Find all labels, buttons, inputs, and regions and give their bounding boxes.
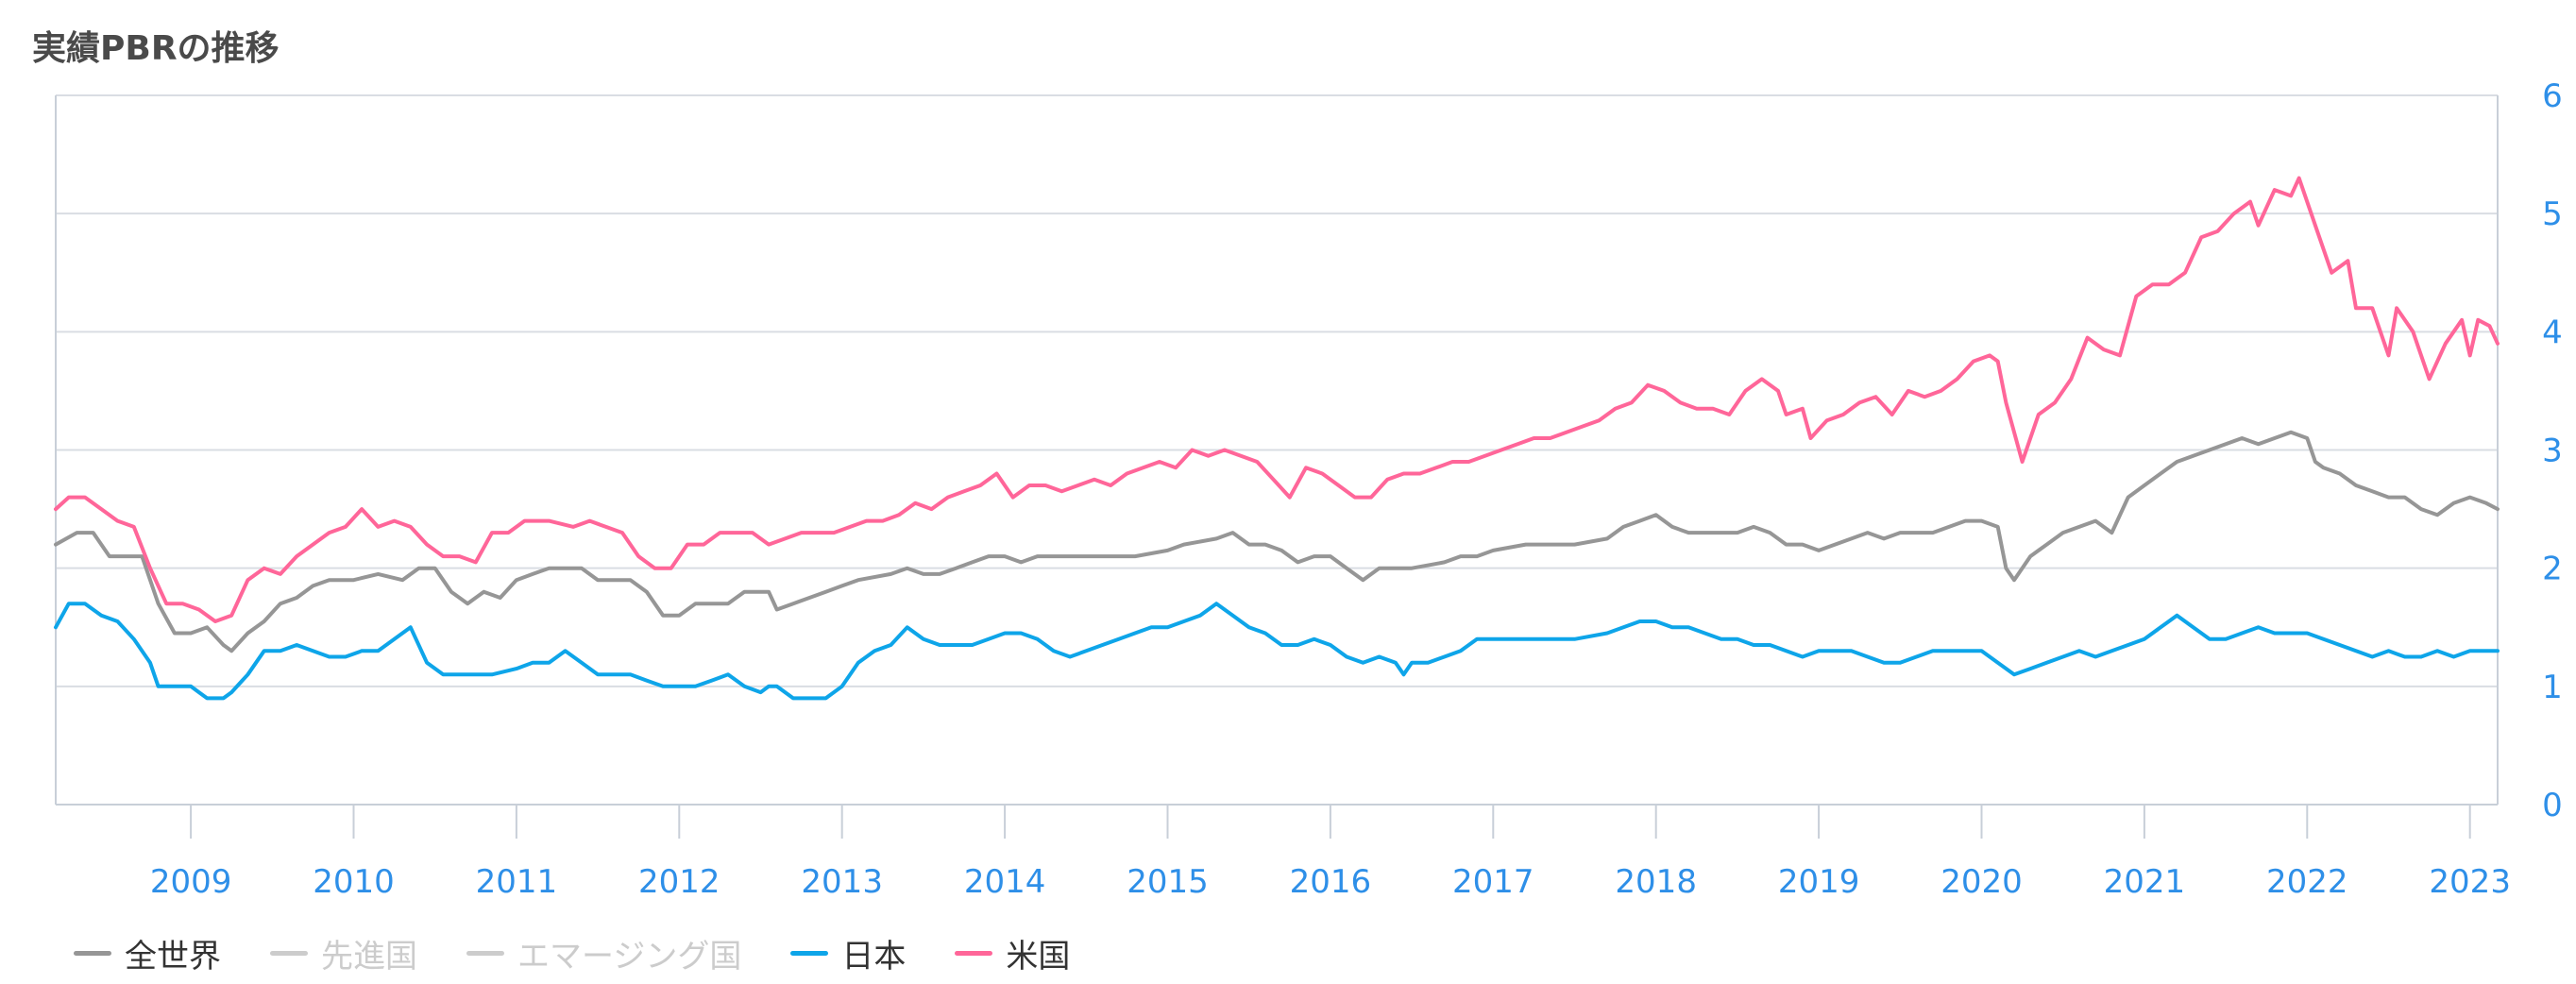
series-lines (54, 176, 2500, 701)
legend-item-3[interactable]: 日本 (790, 930, 906, 976)
legend: 全世界 先進国 エマージング国 日本 米国 (74, 930, 1119, 976)
legend-label: 全世界 (125, 938, 221, 976)
x-tick-label: 2011 (476, 863, 558, 901)
grid-lines (56, 94, 2498, 687)
legend-label: 米国 (1006, 938, 1071, 976)
y-tick-label: 3 (2542, 433, 2563, 470)
y-tick-label: 1 (2542, 669, 2563, 706)
legend-item-0[interactable]: 全世界 (74, 930, 221, 976)
series-line-全世界 (54, 430, 2500, 653)
y-axis-ticks: 0 1 2 3 4 5 6 (2542, 77, 2563, 824)
legend-swatch (74, 951, 111, 956)
legend-label: 先進国 (321, 938, 417, 976)
x-tick-label: 2016 (1290, 863, 1372, 901)
x-axis-ticks: 2009 2010 2011 2012 2013 2014 2015 2016 2017 2018… (150, 805, 2511, 901)
legend-label: エマージング国 (517, 938, 742, 976)
x-tick-label: 2019 (1778, 863, 1860, 901)
x-tick-label: 2018 (1615, 863, 1697, 901)
legend-swatch (466, 951, 504, 956)
legend-item-4[interactable]: 米国 (955, 930, 1070, 976)
y-tick-label: 5 (2542, 195, 2563, 233)
y-tick-label: 0 (2542, 787, 2563, 824)
x-tick-label: 2009 (150, 863, 232, 901)
x-tick-label: 2017 (1452, 863, 1534, 901)
chart-title: 実績PBRの推移 (32, 29, 280, 68)
legend-label: 日本 (841, 938, 907, 976)
legend-item-2[interactable]: エマージング国 (466, 930, 741, 976)
legend-item-1[interactable]: 先進国 (270, 930, 417, 976)
x-tick-label: 2013 (801, 863, 883, 901)
series-line-米国 (54, 176, 2500, 623)
x-tick-label: 2012 (638, 863, 720, 901)
x-tick-label: 2021 (2104, 863, 2186, 901)
x-tick-label: 2010 (313, 863, 395, 901)
x-tick-label: 2020 (1940, 863, 2023, 901)
y-tick-label: 4 (2542, 314, 2563, 351)
legend-swatch (790, 951, 829, 956)
x-tick-label: 2014 (964, 863, 1046, 901)
legend-swatch (955, 951, 993, 956)
x-tick-label: 2022 (2266, 863, 2348, 901)
x-tick-label: 2015 (1127, 863, 1209, 901)
x-tick-label: 2023 (2429, 863, 2511, 901)
y-tick-label: 6 (2542, 77, 2563, 115)
y-tick-label: 2 (2542, 551, 2563, 588)
plot-frame (55, 95, 2499, 806)
legend-swatch (270, 951, 308, 956)
series-line-日本 (54, 602, 2500, 701)
